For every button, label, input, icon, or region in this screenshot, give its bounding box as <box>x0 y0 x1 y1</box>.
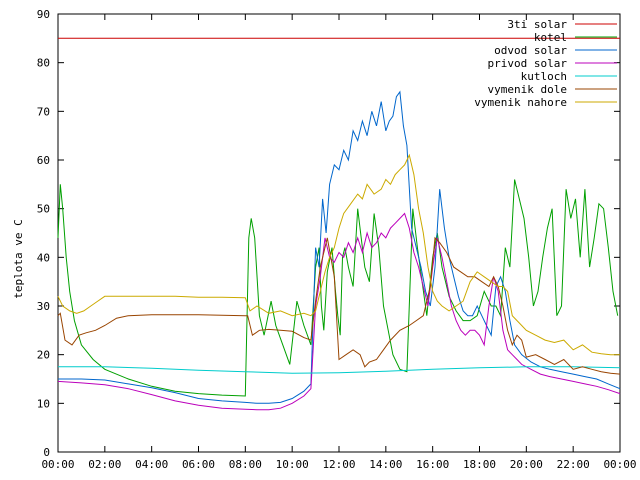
x-tick-label: 04:00 <box>135 458 168 471</box>
series-lines <box>57 37 621 411</box>
legend-label: privod solar <box>488 57 568 70</box>
x-tick-label: 14:00 <box>369 458 402 471</box>
series-line-privod-solar <box>57 212 621 411</box>
legend-label: odvod solar <box>494 44 567 57</box>
x-tick-label: 20:00 <box>510 458 543 471</box>
legend-label: kotel <box>534 31 567 44</box>
legend-label: kutloch <box>521 70 567 83</box>
x-tick-label: 12:00 <box>322 458 355 471</box>
x-tick-label: 18:00 <box>463 458 496 471</box>
x-tick-label: 08:00 <box>229 458 262 471</box>
y-tick-label: 90 <box>37 8 50 21</box>
y-tick-label: 50 <box>37 203 50 216</box>
series-line-kutloch <box>58 366 621 374</box>
y-axis: 0 10 20 30 40 50 60 70 80 90 <box>37 8 620 459</box>
series-line-odvod-solar <box>58 90 621 404</box>
x-tick-label: 00:00 <box>41 458 74 471</box>
legend-label: 3ti solar <box>507 18 567 31</box>
legend-label: vymenik dole <box>488 83 567 96</box>
x-tick-label: 16:00 <box>416 458 449 471</box>
series-line-vymenik-dole <box>57 236 621 375</box>
series-line-kotel <box>57 179 619 397</box>
y-tick-label: 60 <box>37 154 50 167</box>
y-tick-label: 30 <box>37 300 50 313</box>
x-tick-label: 00:00 <box>603 458 636 471</box>
y-tick-label: 0 <box>43 446 50 459</box>
y-tick-label: 20 <box>37 349 50 362</box>
x-tick-label: 02:00 <box>88 458 121 471</box>
x-tick-label: 06:00 <box>182 458 215 471</box>
legend-label: vymenik nahore <box>474 96 567 109</box>
x-axis: 00:00 02:00 04:00 06:00 08:00 10:00 12:00 14:00… <box>41 14 637 471</box>
y-tick-label: 70 <box>37 105 50 118</box>
y-tick-label: 80 <box>37 57 50 70</box>
series-line-vymenik-nahore <box>57 153 620 356</box>
x-tick-label: 22:00 <box>557 458 590 471</box>
y-tick-label: 40 <box>37 251 50 264</box>
x-tick-label: 10:00 <box>276 458 309 471</box>
y-tick-label: 10 <box>37 397 50 410</box>
y-axis-label: teplota ve C <box>12 219 25 298</box>
